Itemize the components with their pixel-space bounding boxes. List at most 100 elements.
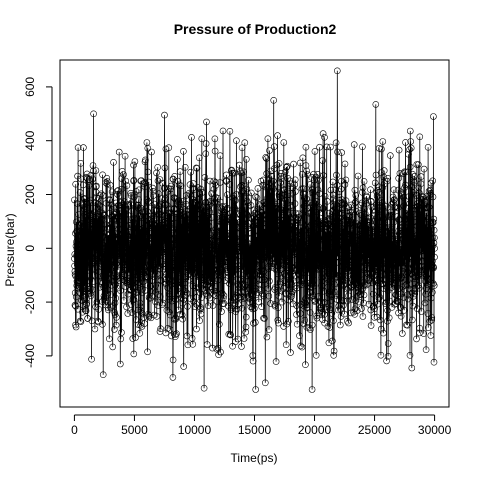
data-point xyxy=(177,182,185,189)
data-point xyxy=(184,341,192,349)
data-point xyxy=(360,178,368,185)
data-point xyxy=(261,276,269,284)
data-point xyxy=(191,264,198,272)
data-point xyxy=(345,213,353,220)
data-point xyxy=(167,311,174,319)
data-point xyxy=(173,295,181,303)
data-point xyxy=(316,204,323,211)
pressure-series-markers xyxy=(71,67,438,393)
data-point xyxy=(337,185,345,193)
data-point xyxy=(160,225,167,233)
data-point xyxy=(117,210,124,218)
data-point xyxy=(210,287,218,295)
data-point xyxy=(323,263,330,271)
data-point xyxy=(98,277,105,285)
data-point xyxy=(421,252,428,259)
data-point xyxy=(388,260,396,268)
data-point xyxy=(114,266,122,274)
data-point xyxy=(405,193,413,200)
data-point xyxy=(303,303,311,311)
data-point xyxy=(378,248,386,255)
data-point xyxy=(272,215,279,222)
data-point xyxy=(203,118,210,126)
data-point xyxy=(121,261,128,269)
data-point xyxy=(212,225,219,233)
data-point xyxy=(297,249,305,256)
data-point xyxy=(315,293,323,300)
data-point xyxy=(346,259,353,266)
data-point xyxy=(427,179,435,187)
data-point xyxy=(340,276,348,284)
data-point xyxy=(345,292,352,300)
data-point xyxy=(406,200,414,207)
data-point xyxy=(355,298,363,306)
chart-title: Pressure of Production2 xyxy=(174,21,337,37)
data-point xyxy=(427,190,434,197)
data-point xyxy=(231,169,238,177)
data-point xyxy=(89,175,96,183)
data-point xyxy=(232,223,240,231)
data-point xyxy=(128,199,135,207)
data-point xyxy=(135,196,142,203)
data-point xyxy=(243,211,250,218)
data-point xyxy=(304,239,312,247)
data-point xyxy=(291,200,299,207)
data-point xyxy=(362,213,370,221)
data-point xyxy=(334,252,341,260)
data-point xyxy=(256,219,263,227)
data-point xyxy=(104,290,111,298)
data-point xyxy=(87,264,94,271)
data-point xyxy=(226,181,233,188)
data-point xyxy=(425,187,433,195)
data-point xyxy=(351,310,359,318)
data-point xyxy=(371,243,379,251)
data-point xyxy=(345,203,353,211)
data-point xyxy=(417,180,425,187)
data-point xyxy=(263,155,270,162)
data-point xyxy=(382,209,390,217)
data-point xyxy=(189,248,196,256)
data-point xyxy=(129,262,136,270)
data-point xyxy=(240,168,247,176)
data-point xyxy=(199,285,207,292)
data-point xyxy=(423,226,431,234)
data-point xyxy=(76,317,84,325)
data-point xyxy=(238,343,245,350)
data-point xyxy=(95,305,103,313)
data-point xyxy=(167,229,175,236)
data-point xyxy=(367,322,375,329)
data-point xyxy=(303,195,310,203)
data-point xyxy=(299,274,307,282)
data-point xyxy=(147,287,154,295)
data-point xyxy=(324,276,331,283)
data-point xyxy=(174,237,181,245)
data-point xyxy=(204,204,211,211)
data-point xyxy=(376,293,384,301)
data-point xyxy=(172,210,180,218)
data-point xyxy=(75,211,82,218)
data-point xyxy=(319,316,326,323)
data-point xyxy=(133,220,140,227)
data-point xyxy=(163,232,170,240)
data-point xyxy=(183,289,191,297)
data-point xyxy=(114,187,122,194)
data-point xyxy=(270,143,278,150)
data-point xyxy=(277,173,285,180)
data-point xyxy=(142,262,149,270)
data-point xyxy=(358,199,366,207)
data-point xyxy=(248,303,256,311)
data-point xyxy=(382,243,390,250)
data-point xyxy=(268,172,276,180)
data-point xyxy=(430,215,438,223)
data-point xyxy=(356,209,363,217)
data-point xyxy=(429,177,437,185)
data-point xyxy=(205,219,213,226)
data-point xyxy=(197,304,204,311)
data-point xyxy=(303,167,311,175)
data-point xyxy=(274,267,281,275)
data-point xyxy=(379,238,387,246)
data-point xyxy=(336,301,344,309)
data-point xyxy=(165,144,173,151)
data-point xyxy=(350,308,357,316)
data-point xyxy=(315,226,322,234)
